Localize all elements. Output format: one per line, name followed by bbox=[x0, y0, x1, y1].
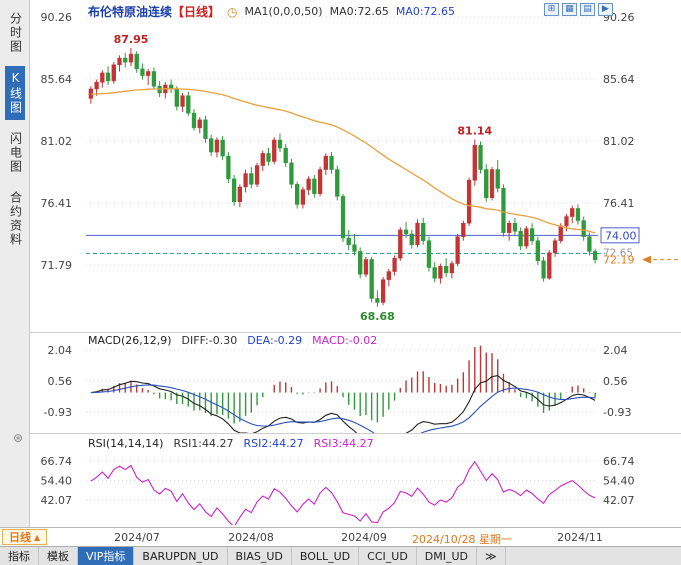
svg-text:81.02: 81.02 bbox=[603, 135, 635, 148]
sidebar-item-time-share-chart[interactable]: 分时图 bbox=[8, 12, 23, 54]
svg-text:54.40: 54.40 bbox=[41, 475, 73, 488]
svg-text:2.04: 2.04 bbox=[48, 344, 73, 357]
svg-text:85.64: 85.64 bbox=[41, 73, 73, 86]
scroll-right-icon[interactable]: ▶ bbox=[598, 3, 613, 16]
symbol-name: 布伦特原油连续 bbox=[88, 5, 173, 19]
bottom-tab-bar: 指标 模板 VIP指标 BARUPDN_UD BIAS_UD BOLL_UD CCI_UD D… bbox=[0, 546, 681, 565]
svg-text:72.19: 72.19 bbox=[603, 254, 635, 267]
svg-text:42.07: 42.07 bbox=[41, 494, 73, 507]
svg-text:90.26: 90.26 bbox=[41, 11, 73, 24]
sidebar-item-flash-chart[interactable]: 闪电图 bbox=[8, 132, 23, 174]
svg-text:66.74: 66.74 bbox=[41, 455, 73, 468]
svg-text:81.02: 81.02 bbox=[41, 135, 73, 148]
layout-grid-icon[interactable]: ⊞ bbox=[544, 3, 559, 16]
svg-text:0.56: 0.56 bbox=[603, 375, 628, 388]
period-selector-button[interactable]: 日线 ▲ bbox=[2, 529, 48, 545]
layout-quad-icon[interactable]: ▦ bbox=[562, 3, 577, 16]
svg-text:71.79: 71.79 bbox=[41, 259, 73, 272]
tab-cci-ud[interactable]: CCI_UD bbox=[359, 547, 417, 565]
macd-title: MACD(26,12,9) bbox=[88, 334, 172, 347]
svg-text:68.68: 68.68 bbox=[360, 310, 395, 323]
svg-text:-0.93: -0.93 bbox=[44, 406, 72, 419]
tab-boll-ud[interactable]: BOLL_UD bbox=[292, 547, 360, 565]
date-label: 2024/07 bbox=[114, 531, 160, 544]
svg-text:-0.93: -0.93 bbox=[603, 406, 631, 419]
svg-text:76.41: 76.41 bbox=[603, 197, 635, 210]
tab-bias-ud[interactable]: BIAS_UD bbox=[228, 547, 292, 565]
date-label: 2024/09 bbox=[341, 531, 387, 544]
chart-layout-toolbar: ⊞ ▦ ▤ ▶ bbox=[544, 3, 613, 16]
svg-text:81.14: 81.14 bbox=[457, 124, 492, 137]
svg-text:0.56: 0.56 bbox=[48, 375, 73, 388]
selected-date-label: 2024/10/28 星期一 bbox=[412, 533, 512, 546]
svg-text:54.40: 54.40 bbox=[603, 475, 635, 488]
macd-dea-value: DEA:-0.29 bbox=[247, 334, 303, 347]
svg-text:66.74: 66.74 bbox=[603, 455, 635, 468]
chart-header: 布伦特原油连续 【日线】 ◷ MA1(0,0,0,50) MA0:72.65 M… bbox=[88, 3, 455, 20]
tab-dmi-ud[interactable]: DMI_UD bbox=[417, 547, 478, 565]
tab-templates[interactable]: 模板 bbox=[39, 547, 78, 565]
date-label: 2024/08 bbox=[228, 531, 274, 544]
tab-more-tabs[interactable]: ≫ bbox=[477, 547, 506, 565]
rsi-title: RSI(14,14,14) bbox=[88, 437, 164, 450]
x-axis-row: 日线 ▲ 2024/07 2024/08 2024/09 2024/10/28 星期一… bbox=[0, 527, 681, 546]
svg-text:87.95: 87.95 bbox=[114, 33, 149, 46]
period-selector-label: 日线 bbox=[9, 531, 31, 544]
sidebar-item-kline-chart[interactable]: K线图 bbox=[4, 66, 25, 120]
svg-text:74.00: 74.00 bbox=[605, 229, 637, 242]
tab-indicators[interactable]: 指标 bbox=[0, 547, 39, 565]
period-label: 【日线】 bbox=[172, 5, 221, 19]
ma-params-label: MA1(0,0,0,50) bbox=[244, 5, 323, 18]
chart-title: 布伦特原油连续 【日线】 bbox=[88, 3, 220, 20]
macd-hist-value: MACD:-0.02 bbox=[312, 334, 378, 347]
alarm-clock-icon[interactable]: ◷ bbox=[227, 4, 238, 19]
svg-text:42.07: 42.07 bbox=[603, 494, 635, 507]
rsi-header: RSI(14,14,14) RSI1:44.27 RSI2:44.27 RSI3… bbox=[88, 437, 374, 450]
rsi2-value: RSI2:44.27 bbox=[243, 437, 304, 450]
indicator-gear-icon[interactable]: ⊛ bbox=[13, 431, 24, 445]
svg-text:76.41: 76.41 bbox=[41, 197, 73, 210]
layout-rows-icon[interactable]: ▤ bbox=[580, 3, 595, 16]
svg-text:2.04: 2.04 bbox=[603, 344, 628, 357]
tab-vip-indicators[interactable]: VIP指标 bbox=[78, 547, 135, 565]
ma-value-label: MA0:72.65 bbox=[329, 5, 389, 18]
macd-header: MACD(26,12,9) DIFF:-0.30 DEA:-0.29 MACD:… bbox=[88, 334, 377, 347]
svg-text:72.65: 72.65 bbox=[603, 247, 633, 259]
macd-diff-value: DIFF:-0.30 bbox=[181, 334, 238, 347]
sidebar-item-contract-info[interactable]: 合约资料 bbox=[8, 191, 23, 247]
chevron-up-icon: ▲ bbox=[34, 532, 41, 542]
ma-value-label-blue: MA0:72.65 bbox=[395, 5, 456, 18]
left-sidebar: 分时图 K线图闪电图合约资料 bbox=[0, 0, 30, 527]
rsi3-value: RSI3:44.27 bbox=[313, 437, 374, 450]
svg-text:85.64: 85.64 bbox=[603, 73, 635, 86]
rsi1-value: RSI1:44.27 bbox=[173, 437, 234, 450]
tab-barupdn-ud[interactable]: BARUPDN_UD bbox=[134, 547, 228, 565]
date-label: 2024/11 bbox=[557, 531, 603, 544]
